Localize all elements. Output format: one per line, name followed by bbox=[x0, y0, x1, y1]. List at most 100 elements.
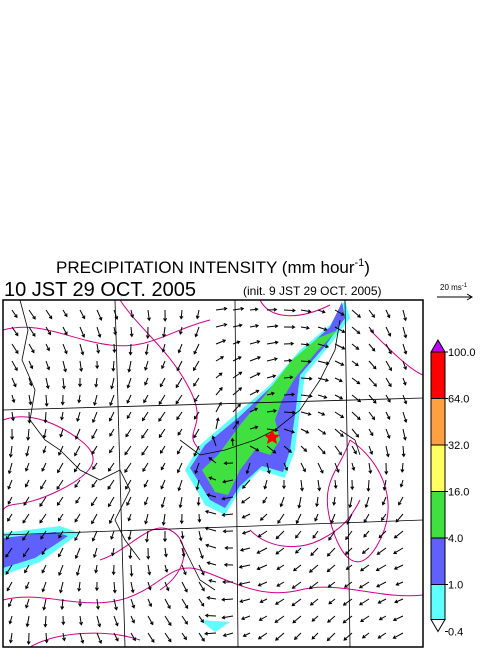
wind-arrow bbox=[56, 479, 64, 490]
wind-arrow bbox=[110, 530, 115, 540]
wind-arrow bbox=[91, 496, 98, 507]
wind-arrow bbox=[92, 462, 98, 470]
wind-arrow bbox=[127, 513, 132, 522]
wind-arrow bbox=[360, 615, 370, 623]
wind-arrow bbox=[292, 615, 302, 624]
wind-arrow bbox=[395, 581, 404, 586]
wind-arrow bbox=[40, 479, 47, 490]
wind-arrow bbox=[377, 632, 387, 639]
wind-arrow bbox=[62, 343, 68, 355]
wind-arrow bbox=[198, 581, 205, 592]
wind-arrow bbox=[368, 377, 377, 387]
wind-arrow bbox=[241, 496, 251, 504]
wind-arrow bbox=[7, 479, 13, 490]
wind-arrow bbox=[177, 479, 183, 492]
wind-arrow bbox=[398, 496, 404, 506]
wind-arrow bbox=[402, 428, 407, 441]
wind-arrow bbox=[24, 462, 30, 472]
wind-arrow bbox=[393, 547, 404, 554]
wind-arrow bbox=[181, 547, 186, 558]
wind-arrow bbox=[181, 598, 189, 609]
wind-arrow bbox=[221, 615, 234, 620]
wind-arrow bbox=[300, 394, 313, 398]
wind-arrow bbox=[193, 445, 200, 457]
wind-arrow bbox=[312, 530, 319, 539]
wind-arrow bbox=[164, 598, 171, 610]
wind-arrow bbox=[204, 631, 217, 636]
wind-arrow bbox=[7, 513, 13, 522]
wind-arrow bbox=[283, 341, 295, 346]
wind-arrow bbox=[275, 530, 285, 540]
wind-arrow bbox=[25, 581, 30, 590]
wind-arrow bbox=[8, 445, 13, 458]
wind-arrow bbox=[129, 326, 134, 338]
wind-arrow bbox=[163, 309, 168, 322]
wind-arrow bbox=[75, 564, 81, 577]
wind-arrow bbox=[232, 323, 243, 328]
wind-arrow bbox=[342, 615, 353, 624]
wind-arrow bbox=[232, 387, 243, 396]
wind-arrow bbox=[107, 462, 115, 472]
wind-arrow bbox=[350, 479, 355, 491]
wind-arrow bbox=[145, 530, 149, 543]
wind-arrow bbox=[393, 564, 404, 570]
wind-arrow bbox=[249, 307, 259, 312]
colorbar-segment bbox=[430, 444, 446, 492]
wind-arrow bbox=[22, 530, 30, 541]
wind-arrow bbox=[144, 377, 149, 386]
wind-arrow bbox=[62, 632, 66, 642]
wind-arrow bbox=[215, 306, 228, 311]
wind-arrow bbox=[223, 562, 234, 567]
wind-arrow bbox=[161, 343, 166, 353]
wind-arrow bbox=[300, 342, 310, 347]
wind-arrow bbox=[241, 513, 251, 519]
wind-arrow bbox=[41, 581, 47, 593]
wind-arrow bbox=[310, 547, 319, 557]
wind-arrow bbox=[181, 632, 187, 641]
wind-arrow bbox=[10, 428, 15, 441]
wind-arrow bbox=[368, 462, 373, 475]
wind-arrow bbox=[5, 547, 13, 558]
wind-arrow bbox=[279, 496, 285, 508]
wind-arrow bbox=[113, 326, 118, 336]
wind-arrow bbox=[274, 598, 285, 605]
wind-arrow bbox=[262, 496, 268, 504]
wind-arrow bbox=[158, 394, 166, 405]
wind-arrow bbox=[215, 372, 223, 379]
wind-arrow bbox=[62, 309, 68, 318]
wind-arrow bbox=[179, 513, 184, 525]
wind-arrow bbox=[25, 598, 30, 609]
wind-arrow bbox=[351, 343, 360, 350]
map bbox=[2, 299, 424, 648]
wind-arrow bbox=[160, 462, 166, 471]
wind-arrow bbox=[112, 343, 117, 354]
wind-arrow bbox=[161, 513, 166, 526]
wind-arrow bbox=[74, 530, 81, 542]
wind-arrow bbox=[385, 309, 391, 319]
wind-arrow bbox=[41, 462, 47, 472]
wind-arrow bbox=[178, 496, 183, 509]
wind-arrow bbox=[334, 309, 345, 316]
colorbar-label: 0.4 bbox=[448, 627, 463, 639]
wind-arrow bbox=[96, 343, 101, 354]
wind-arrow bbox=[42, 428, 47, 439]
wind-arrow bbox=[317, 445, 326, 455]
wind-arrow bbox=[147, 598, 153, 608]
wind-arrow bbox=[215, 322, 228, 328]
wind-arrow bbox=[224, 545, 234, 550]
wind-arrow bbox=[193, 360, 200, 372]
wind-arrow bbox=[328, 530, 336, 541]
wind-arrow bbox=[126, 411, 132, 420]
wind-arrow bbox=[266, 307, 278, 312]
wind-arrow bbox=[175, 377, 183, 389]
wind-arrow bbox=[368, 428, 374, 437]
wind-arrow bbox=[57, 547, 64, 558]
wind-arrow bbox=[221, 512, 234, 517]
wind-arrow bbox=[266, 340, 279, 345]
wind-arrow bbox=[317, 462, 324, 474]
wind-arrow bbox=[402, 360, 407, 371]
wind-arrow bbox=[257, 581, 268, 587]
wind-arrow bbox=[395, 513, 404, 523]
wind-arrow bbox=[215, 339, 227, 345]
wind-arrow bbox=[11, 394, 16, 404]
